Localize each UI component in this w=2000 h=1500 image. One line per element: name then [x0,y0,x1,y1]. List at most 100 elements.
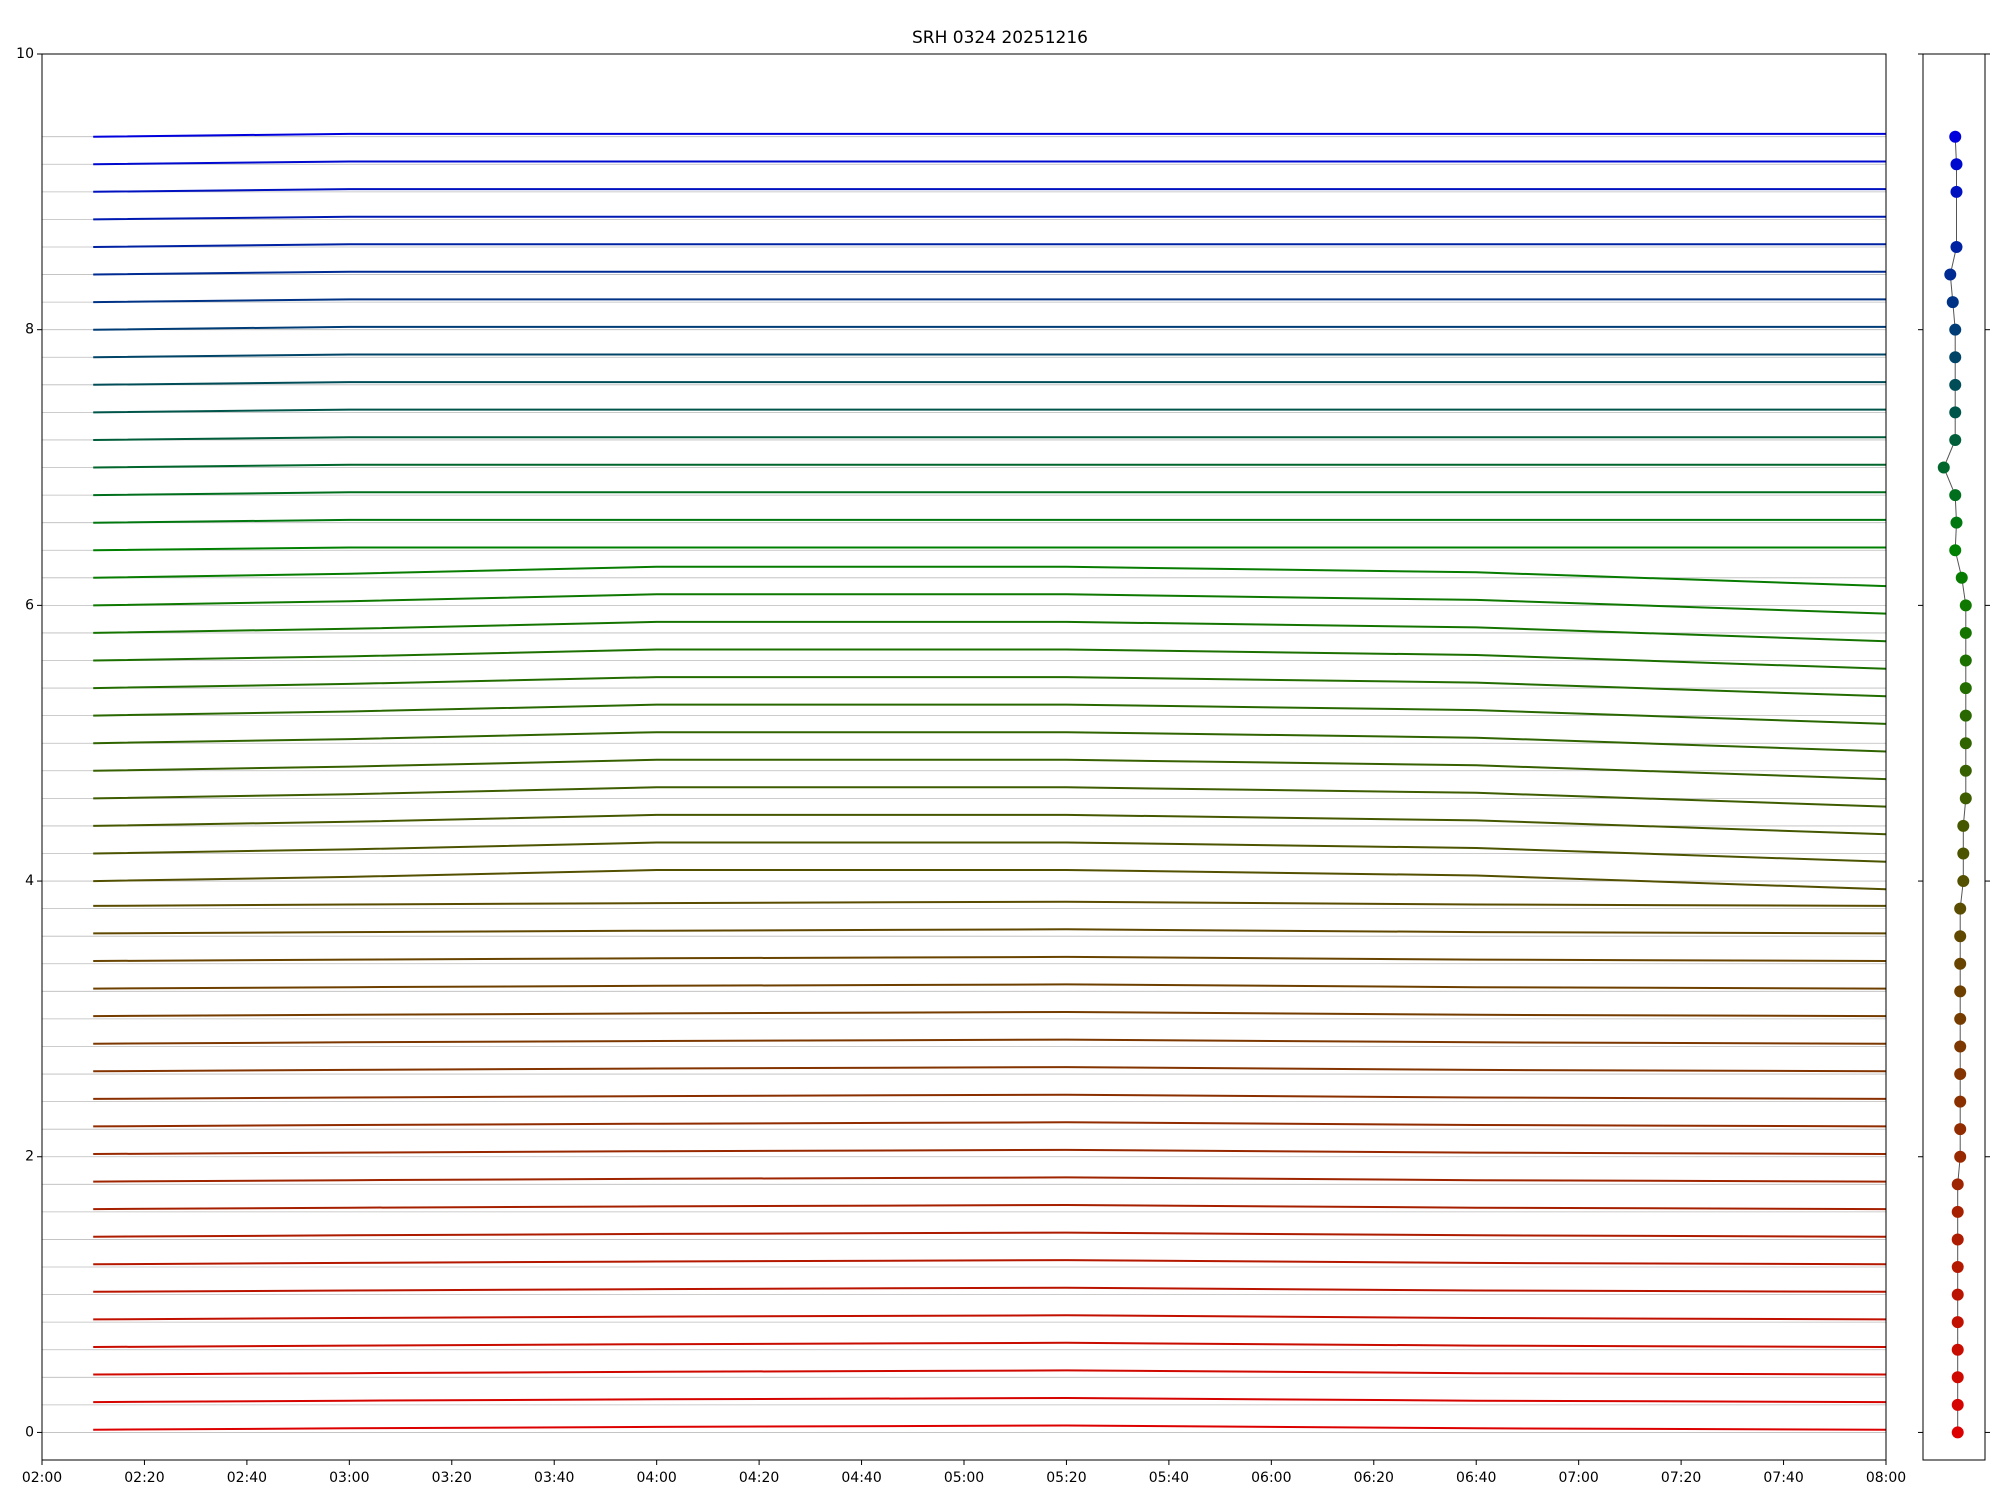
trace [93,381,1886,386]
x-tick-label: 07:20 [1661,1470,1701,1486]
y-tick-label: 8 [25,322,34,338]
x-tick-label: 05:40 [1149,1470,1189,1486]
dot [1950,158,1963,171]
trace [93,1231,1887,1238]
trace [93,928,1887,935]
trace [93,983,1887,990]
trace [93,955,1887,962]
trace [93,215,1886,221]
trace [93,813,1887,836]
x-tick-label: 08:00 [1866,1470,1906,1486]
dot [1951,1398,1964,1411]
trace [93,298,1886,304]
dot [1949,406,1962,419]
x-tick-label: 03:40 [534,1470,574,1486]
dot [1944,268,1957,281]
trace [93,869,1887,891]
y-tick-label: 0 [25,1424,34,1440]
trace [93,1341,1887,1348]
dot [1950,185,1963,198]
trace [93,841,1887,863]
trace [93,731,1887,753]
trace [93,703,1887,725]
dot [1949,323,1962,336]
trace [93,1176,1887,1183]
x-tick-label: 03:20 [432,1470,472,1486]
dot [1959,737,1972,750]
trace [93,786,1887,808]
trace [93,1396,1887,1404]
trace [93,1066,1887,1073]
dot [1957,875,1970,888]
dot [1937,461,1950,474]
x-tick-label: 03:00 [329,1470,369,1486]
dot [1955,571,1968,584]
trace [93,620,1887,643]
dot [1950,516,1963,529]
trace [93,518,1886,524]
dot [1949,351,1962,364]
trace [93,436,1886,441]
dot [1957,819,1970,832]
dot [1951,1426,1964,1439]
dot [1954,1150,1967,1163]
dot [1954,957,1967,970]
x-tick-label: 07:00 [1558,1470,1598,1486]
trace [93,243,1886,248]
trace [93,1038,1887,1045]
dot [1954,1068,1967,1081]
dot [1959,654,1972,667]
dot [1959,626,1972,639]
y-tick-label: 4 [25,873,34,889]
x-tick-label: 06:00 [1251,1470,1291,1486]
trace [93,270,1886,276]
dot [1954,902,1967,915]
dot [1951,1205,1964,1218]
dot [1951,1371,1964,1384]
dot [1951,1178,1964,1191]
dot [1959,764,1972,777]
x-tick-label: 07:40 [1763,1470,1803,1486]
trace [93,1148,1887,1155]
x-tick-label: 04:00 [636,1470,676,1486]
x-tick-label: 02:40 [227,1470,267,1486]
trace [93,1203,1887,1211]
dot [1949,544,1962,557]
trace [93,1121,1887,1128]
trace [93,1424,1887,1431]
dot [1954,1095,1967,1108]
x-tick-label: 04:40 [841,1470,881,1486]
trace [93,546,1886,552]
dot [1951,1233,1964,1246]
x-tick-label: 04:20 [739,1470,779,1486]
trace [93,1259,1887,1266]
dot [1959,792,1972,805]
trace [93,648,1887,670]
trace [93,900,1887,907]
y-tick-label: 6 [25,597,34,613]
x-tick-label: 05:20 [1046,1470,1086,1486]
x-tick-label: 02:20 [124,1470,164,1486]
trace [93,132,1886,138]
dot [1950,240,1963,253]
dot [1951,1288,1964,1301]
y-tick-label: 10 [16,46,34,62]
dot [1954,1012,1967,1025]
dot [1954,930,1967,943]
trace [93,463,1886,469]
dot [1949,378,1962,391]
trace [93,1314,1887,1321]
dot [1951,1261,1964,1274]
dot [1951,1343,1964,1356]
dot [1954,985,1967,998]
dot [1946,296,1959,309]
dot [1957,847,1970,860]
trace [93,565,1887,588]
trace [93,353,1886,359]
trace [93,758,1887,781]
x-tick-label: 06:40 [1456,1470,1496,1486]
trace [93,491,1886,497]
dot [1954,1123,1967,1136]
